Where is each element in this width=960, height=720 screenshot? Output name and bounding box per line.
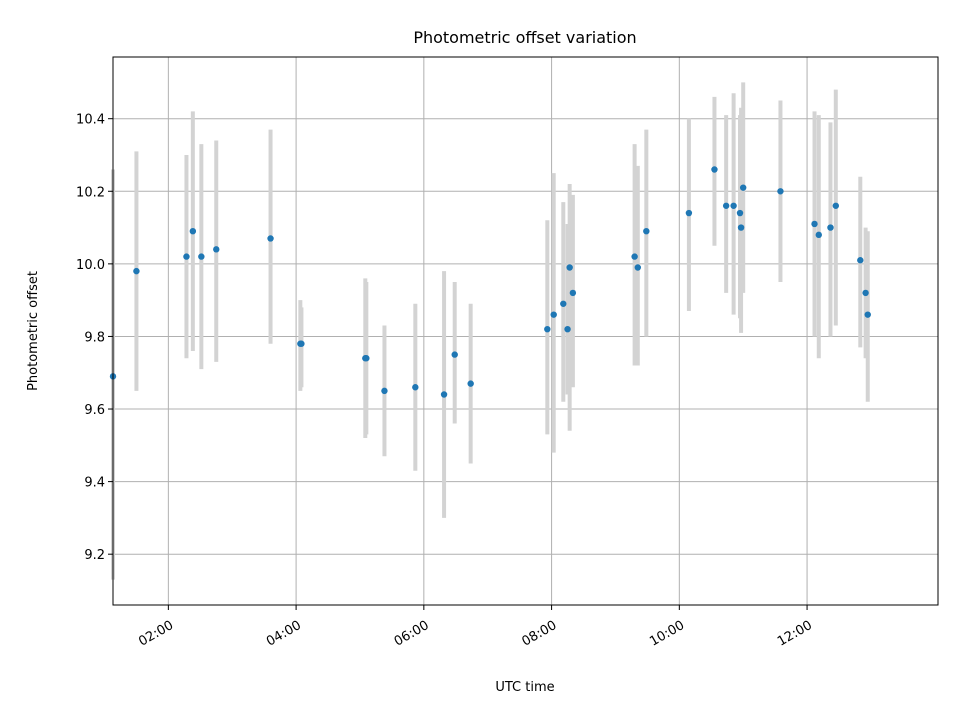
data-point [560,300,567,307]
data-point [711,166,718,173]
y-tick-label: 9.8 [84,330,105,345]
data-point [737,224,745,231]
data-point [685,209,693,217]
y-tick-label: 10.0 [76,258,105,273]
data-point [189,227,197,235]
data-point [566,264,573,271]
data-point [198,253,205,260]
data-point [815,231,822,239]
data-point [722,202,730,209]
data-point [133,267,140,275]
grid-lines [113,57,938,605]
data-point [739,184,747,191]
data-point [440,391,448,398]
data-point [381,387,388,395]
data-point [864,311,871,318]
data-point [827,224,834,231]
data-point [862,289,869,297]
data-point [564,325,571,333]
data-point [736,209,744,217]
data-point [412,384,419,391]
data-point [730,202,737,209]
data-point [643,227,650,235]
plot-frame [112,56,939,606]
y-tick-label: 10.2 [76,185,105,200]
y-tick-label: 9.6 [84,403,105,418]
data-point [267,235,274,242]
data-point [569,289,577,297]
data-point [467,380,474,387]
y-axis-ticks: 9.2 9.4 9.6 9.8 10.0 10.2 10.4 [76,113,113,563]
data-point [550,311,557,318]
y-tick-label: 9.2 [84,548,105,563]
data-point [363,355,370,362]
data-point [544,325,551,333]
data-points [109,166,871,398]
data-point [631,253,638,260]
data-point [777,188,784,195]
data-point [811,220,818,228]
chart-title: Photometric offset variation [413,28,636,47]
y-tick-label: 9.4 [84,476,105,491]
data-point [183,253,190,260]
data-point [213,246,220,253]
x-axis-label: UTC time [495,680,554,695]
y-tick-label: 10.4 [76,113,105,128]
data-point [832,202,840,209]
data-point [451,351,458,358]
data-point [298,340,305,347]
data-point [634,264,642,271]
data-point [857,257,864,264]
y-axis-label: Photometric offset [26,271,41,391]
